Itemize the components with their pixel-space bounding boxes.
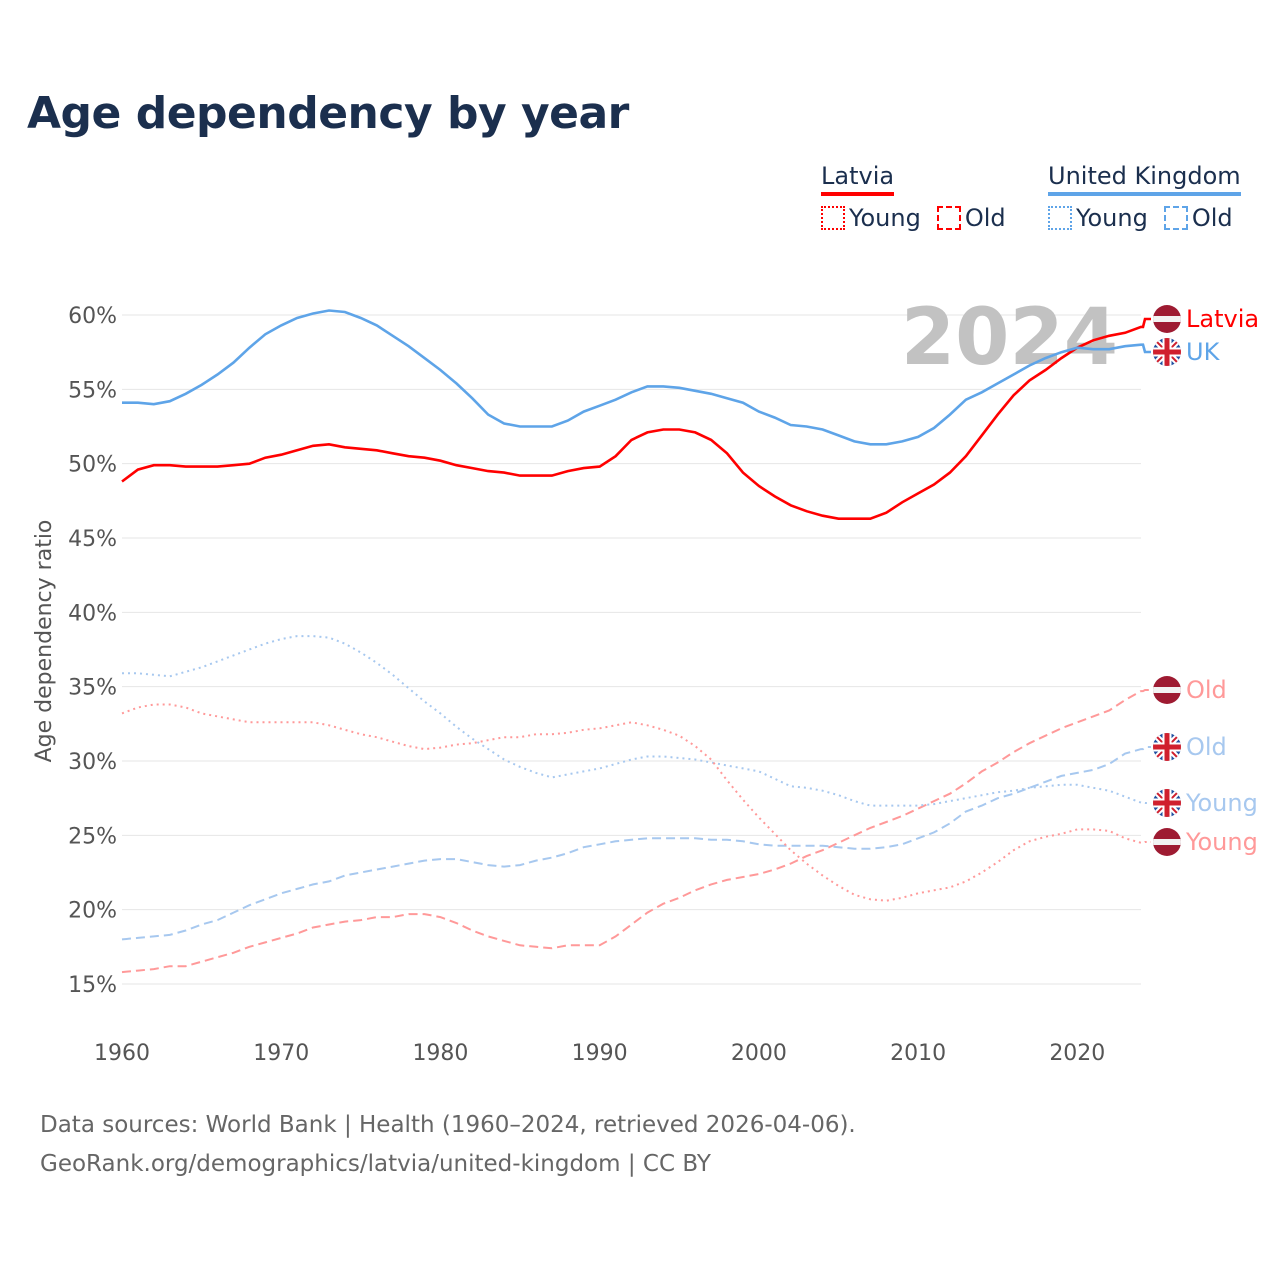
- y-axis-ticks: 15% 20% 25% 30% 35% 40% 45% 50% 55% 60%: [68, 304, 117, 998]
- dotted-swatch-icon: [1048, 206, 1072, 230]
- legend-uk-old[interactable]: Old: [1163, 204, 1233, 232]
- y-tick-label: 50%: [68, 453, 117, 478]
- end-label-lv_young: Young: [1185, 828, 1258, 856]
- legend-latvia-label: Latvia: [821, 162, 895, 196]
- y-tick-label: 35%: [68, 676, 117, 701]
- x-tick-label: 1970: [253, 1041, 309, 1066]
- series-line-uk_young: [122, 635, 1151, 807]
- gridlines: [122, 314, 1141, 985]
- legend-old-label: Old: [964, 204, 1006, 232]
- data-source-text: Data sources: World Bank | Health (1960–…: [40, 1112, 856, 1138]
- legend-uk-young[interactable]: Young: [1048, 204, 1148, 232]
- legend-young-label: Young: [1076, 204, 1148, 232]
- x-tick-label: 2010: [890, 1041, 946, 1066]
- x-tick-label: 1980: [412, 1041, 468, 1066]
- source-link[interactable]: GeoRank.org/demographics/latvia/united-k…: [40, 1151, 711, 1177]
- x-tick-label: 2000: [731, 1041, 787, 1066]
- y-tick-label: 60%: [68, 304, 117, 329]
- y-tick-label: 20%: [68, 899, 117, 924]
- footer: Data sources: World Bank | Health (1960–…: [40, 1106, 856, 1184]
- year-watermark: 2024: [901, 293, 1118, 383]
- series-line-lv_total: [121, 317, 1151, 521]
- legend-latvia-old[interactable]: Old: [936, 204, 1006, 232]
- y-axis-label: Age dependency ratio: [32, 520, 57, 763]
- legend-latvia-young[interactable]: Young: [821, 204, 921, 232]
- series-line-lv_young: [121, 703, 1151, 902]
- series-line-uk_old: [121, 746, 1151, 941]
- latvia-flag-icon: [1153, 305, 1181, 333]
- end-label-uk_total: UK: [1186, 338, 1221, 366]
- x-axis-ticks: 1960 1970 1980 1990 2000 2010 2020: [94, 1041, 1105, 1066]
- end-labels: Latvia UK Old Old Young Young: [1153, 305, 1259, 856]
- y-tick-label: 45%: [68, 527, 117, 552]
- uk-flag-icon: [1153, 789, 1181, 817]
- series-line-uk_total: [122, 309, 1151, 446]
- legend-uk: United Kingdom Young Old: [1048, 162, 1241, 232]
- x-tick-label: 2020: [1049, 1041, 1105, 1066]
- legend-old-label: Old: [1191, 204, 1233, 232]
- dotted-swatch-icon: [821, 206, 845, 230]
- uk-flag-icon: [1153, 733, 1181, 761]
- y-tick-label: 55%: [68, 378, 117, 403]
- chart-title: Age dependency by year: [27, 88, 629, 139]
- series-lines: [121, 309, 1151, 974]
- legend-young-label: Young: [849, 204, 921, 232]
- end-label-uk_old: Old: [1186, 733, 1227, 761]
- latvia-flag-icon: [1153, 676, 1181, 704]
- y-tick-label: 40%: [68, 601, 117, 626]
- dashed-swatch-icon: [936, 206, 961, 230]
- legend-latvia: Latvia Young Old: [821, 162, 1006, 232]
- end-label-lv_total: Latvia: [1186, 305, 1259, 333]
- series-line-lv_old: [121, 689, 1151, 974]
- end-label-uk_young: Young: [1185, 789, 1258, 817]
- y-tick-label: 30%: [68, 750, 117, 775]
- y-tick-label: 25%: [68, 824, 117, 849]
- legend-uk-label: United Kingdom: [1048, 162, 1241, 196]
- x-tick-label: 1960: [94, 1041, 150, 1066]
- dashed-swatch-icon: [1163, 206, 1188, 230]
- y-tick-label: 15%: [68, 973, 117, 998]
- end-label-lv_old: Old: [1186, 676, 1227, 704]
- uk-flag-icon: [1153, 338, 1181, 366]
- latvia-flag-icon: [1153, 828, 1181, 856]
- x-tick-label: 1990: [572, 1041, 628, 1066]
